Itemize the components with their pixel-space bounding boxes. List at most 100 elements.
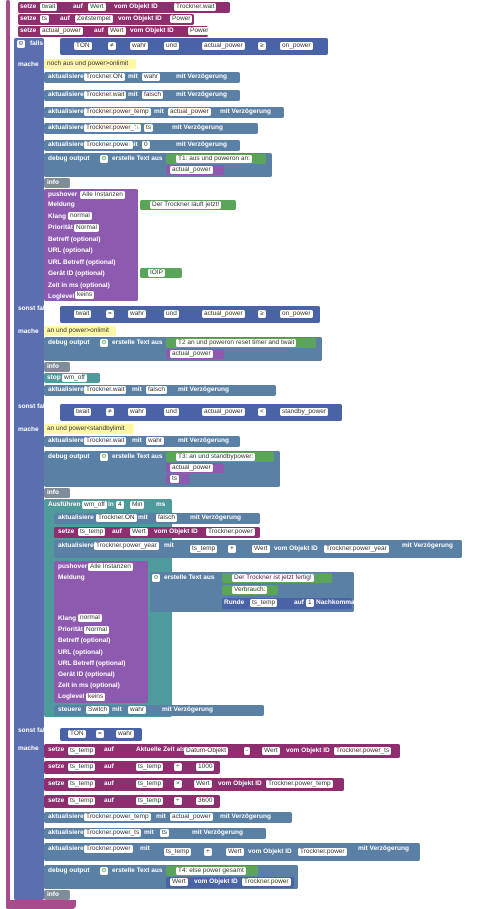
condition-4[interactable]: TON = wahr (60, 728, 142, 741)
val-dropdown[interactable]: Wert (88, 3, 106, 11)
string-value[interactable]: T2 an und poweron reset timer and twait (176, 339, 297, 347)
timer-dropdown[interactable]: wm_off (62, 374, 87, 382)
setze-row-3[interactable]: setze actual_power auf Wert vom Objekt I… (18, 26, 211, 37)
update-action[interactable]: aktualisiere Trockner.power_temp mit act… (44, 107, 284, 118)
val-dropdown[interactable]: actual_power (170, 813, 213, 821)
val-dropdown[interactable]: wahr (128, 310, 147, 318)
op-dropdown[interactable]: × (174, 780, 182, 788)
comment-1[interactable]: noch aus und power>onlimit (44, 59, 136, 69)
power-year[interactable]: aktualisiere Trockner.power_year mit ts_… (54, 540, 462, 558)
obj-field[interactable]: Trockner.power (206, 528, 255, 536)
gear-icon[interactable]: ⚙ (17, 40, 25, 48)
obj-field[interactable]: Trockner.power_ts (84, 124, 142, 132)
var-value[interactable]: ts_temp (190, 545, 218, 553)
op-dropdown[interactable]: = (96, 730, 104, 738)
act3[interactable]: aktualisiere Trockner.wait mit wahr mit … (44, 436, 240, 447)
msg-value[interactable]: Der Trockner läuft jetzt! (150, 201, 222, 209)
debug-output-4[interactable]: debug output ⚙ erstelle Text aus T4: els… (44, 865, 298, 889)
setze-row-2[interactable]: setze ts auf Zeitstempel vom Objekt ID P… (18, 14, 194, 25)
update-action[interactable]: aktualisiere Trockner.wait mit falsch mi… (44, 90, 240, 101)
val-dropdown[interactable]: falsch (156, 514, 177, 522)
var-dropdown[interactable]: ts_temp (68, 747, 96, 755)
var-value[interactable]: ts (170, 475, 180, 483)
update-action[interactable]: aktualisiere Trockner.power mit 0 mit Ve… (44, 140, 240, 151)
var-1[interactable]: actual_power (166, 165, 224, 175)
logic-dropdown[interactable]: und (164, 408, 179, 416)
final-set-3[interactable]: setze ts_temp auf ts_temp × Wert vom Obj… (44, 778, 344, 791)
var-value[interactable]: ts_temp (250, 599, 278, 607)
info-block-3[interactable]: info (44, 488, 70, 498)
obj-field[interactable]: Trockner.wait (84, 437, 127, 445)
val-dropdown[interactable]: Wert (194, 780, 212, 788)
var-value[interactable]: actual_power (170, 464, 213, 472)
var-dropdown[interactable]: ts_temp (78, 528, 106, 536)
device-value[interactable]: IOIP (148, 269, 166, 277)
var-dropdown[interactable]: ts_temp (68, 780, 96, 788)
final-set-4[interactable]: setze ts_temp auf ts_temp ÷ 3600 (44, 795, 220, 808)
val-dropdown[interactable]: on_power (280, 42, 313, 50)
condition-1[interactable]: TON ≠ wahr und actual_power ≥ on_power (60, 38, 328, 55)
string-value[interactable]: T1: aus und poweron an: (176, 155, 252, 163)
var-value[interactable]: ts_temp (136, 797, 164, 805)
string-1[interactable]: T2 an und poweron reset timer and twait (166, 338, 316, 348)
unit-dropdown[interactable]: Min (130, 501, 145, 509)
obj-field[interactable]: Trockner.power (84, 141, 133, 149)
string-1[interactable]: T4: else power gesamt (166, 866, 258, 876)
val-dropdown[interactable]: on_power (280, 310, 313, 318)
prio-dropdown[interactable]: Normal (74, 224, 99, 232)
gear-icon[interactable]: ⚙ (100, 339, 108, 347)
var-value[interactable]: ts_temp (164, 848, 192, 856)
gear-icon[interactable]: ⚙ (152, 574, 160, 582)
var-1[interactable]: actual_power (166, 463, 224, 473)
debug-output-1[interactable]: debug output ⚙ erstelle Text aus T1: aus… (44, 153, 272, 177)
logic-dropdown[interactable]: und (164, 42, 179, 50)
string-1[interactable]: T3: an und standbypower: (166, 452, 274, 462)
op-dropdown[interactable]: ≠ (106, 408, 114, 416)
string-value[interactable]: T3: an und standbypower: (176, 453, 256, 461)
loglevel-dropdown[interactable]: keins (75, 291, 95, 299)
obj-field[interactable]: Trockner.power_year (94, 542, 159, 550)
op-dropdown[interactable]: ≠ (108, 42, 116, 50)
var-dropdown[interactable]: ts (40, 15, 50, 23)
val-dropdown[interactable]: standby_power (280, 408, 329, 416)
prio-dropdown[interactable]: Normal (84, 626, 109, 634)
gear-icon[interactable]: ⚙ (100, 453, 108, 461)
var-dropdown[interactable]: actual_power (202, 408, 245, 416)
string-value[interactable]: Der Trockner ist jetzt fertig! (232, 574, 314, 582)
val-dropdown[interactable]: wahr (128, 706, 147, 714)
obj-field[interactable]: Trockner.ON (96, 514, 137, 522)
op-dropdown[interactable]: ÷ (174, 763, 182, 771)
msg-string[interactable]: Der Trockner läuft jetzt! (140, 200, 236, 210)
info-block-1[interactable]: info (44, 178, 70, 188)
string-value[interactable]: T4: else power gesamt (176, 867, 246, 875)
comment-2[interactable]: an und power>onlimit (44, 326, 116, 336)
val-dropdown[interactable]: falsch (146, 386, 167, 394)
val-dropdown[interactable]: Wert (252, 545, 270, 553)
obj-field[interactable]: Trockner.power_temp (84, 813, 151, 821)
val-dropdown[interactable]: Wert (170, 878, 188, 886)
string-2[interactable]: Verbrauch: (222, 585, 278, 595)
gear-icon[interactable]: ⚙ (100, 867, 108, 875)
val-dropdown[interactable]: Wert (262, 747, 280, 755)
setze-row-1[interactable]: setze twait auf Wert vom Objekt ID Trock… (18, 2, 230, 13)
instance-dropdown[interactable]: Alle Instanzen (80, 191, 125, 199)
val-dropdown[interactable]: wahr (130, 42, 149, 50)
val-dropdown[interactable]: ts (144, 124, 154, 132)
obj-field[interactable]: Power (170, 15, 193, 23)
string-1[interactable]: T1: aus und poweron an: (166, 154, 266, 164)
var-value[interactable]: ts_temp (136, 763, 164, 771)
obj-field[interactable]: Trockner.power_ts (334, 747, 392, 755)
obj-field[interactable]: Trockner.power_ts (84, 829, 142, 837)
steuere[interactable]: steuere Switch mit wahr mit Verzögerung (54, 705, 264, 716)
push2-text[interactable]: ⚙ erstelle Text aus Der Trockner ist jet… (150, 572, 375, 612)
var-dropdown[interactable]: actual_power (40, 27, 83, 35)
val-dropdown[interactable]: wahr (116, 730, 135, 738)
num-field[interactable]: 1000 (196, 763, 215, 771)
final-act-1[interactable]: aktualisiere Trockner.power_temp mit act… (44, 812, 292, 823)
var-dropdown[interactable]: twait (74, 408, 92, 416)
timer-var[interactable]: wm_off (82, 501, 107, 509)
device-string[interactable]: IOIP (140, 268, 182, 278)
var-dropdown[interactable]: ts_temp (68, 763, 96, 771)
op-dropdown[interactable]: - (244, 747, 251, 755)
num-field[interactable]: 4 (116, 501, 124, 509)
